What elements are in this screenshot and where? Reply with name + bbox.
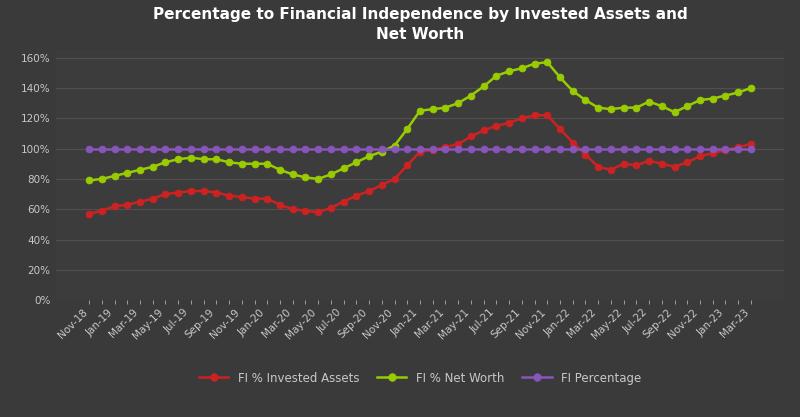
FI % Net Worth [746,85,756,90]
FI % Net Worth [479,84,489,89]
Line: FI % Invested Assets: FI % Invested Assets [86,112,754,217]
FI % Net Worth [262,161,272,166]
FI % Net Worth [542,60,552,65]
FI % Invested Assets [530,113,539,118]
Legend: FI % Invested Assets, FI % Net Worth, FI Percentage: FI % Invested Assets, FI % Net Worth, FI… [194,367,646,389]
FI Percentage [746,146,756,151]
FI % Invested Assets [262,196,272,201]
FI % Invested Assets [606,167,616,172]
FI % Net Worth [504,69,514,74]
FI % Invested Assets [504,121,514,126]
FI % Net Worth [466,93,476,98]
FI % Invested Assets [746,141,756,146]
FI Percentage [479,146,489,151]
FI Percentage [670,146,679,151]
FI Percentage [504,146,514,151]
FI % Net Worth [84,178,94,183]
FI Percentage [466,146,476,151]
Line: FI Percentage: FI Percentage [86,145,754,152]
FI % Invested Assets [84,211,94,216]
FI Percentage [262,146,272,151]
FI Percentage [84,146,94,151]
Title: Percentage to Financial Independence by Invested Assets and
Net Worth: Percentage to Financial Independence by … [153,7,687,42]
FI Percentage [594,146,603,151]
FI % Net Worth [606,107,616,112]
Line: FI % Net Worth: FI % Net Worth [86,59,754,184]
FI % Net Worth [682,104,692,109]
FI % Invested Assets [682,160,692,165]
FI % Invested Assets [479,128,489,133]
FI % Invested Assets [466,134,476,139]
